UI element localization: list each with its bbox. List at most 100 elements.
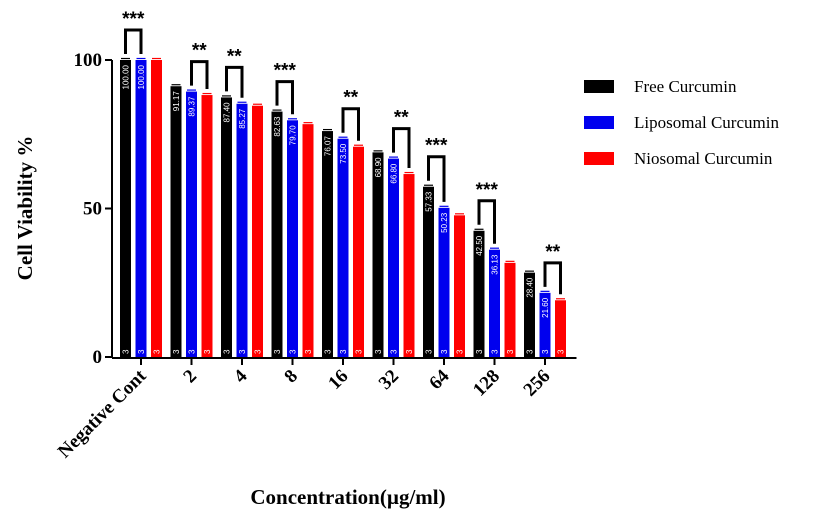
n-label: 3 xyxy=(491,349,500,354)
bar xyxy=(221,97,232,357)
n-label: 3 xyxy=(172,349,181,354)
n-label: 3 xyxy=(425,349,434,354)
significance-label: ** xyxy=(192,41,207,62)
significance-label: ** xyxy=(394,108,409,129)
n-label: 3 xyxy=(390,349,399,354)
y-tick-label: 0 xyxy=(93,347,103,368)
significance-bracket xyxy=(190,60,209,90)
bar xyxy=(170,86,182,357)
bar-value-label: 42.50 xyxy=(475,235,484,256)
n-label: 3 xyxy=(223,349,232,354)
bar xyxy=(423,186,434,357)
bar-value-label: 50.23 xyxy=(440,212,449,233)
n-label: 3 xyxy=(153,349,162,354)
x-tick-label: 2 xyxy=(179,366,201,388)
bars-layer: 100.00 3 91.17 3 87.40 3 82.63 3 76.07 3 68.90 3 57.… xyxy=(120,57,566,358)
significance-bracket xyxy=(392,127,411,169)
bar xyxy=(372,152,384,357)
n-label: 3 xyxy=(137,349,146,354)
bar xyxy=(555,300,566,357)
n-label: 3 xyxy=(526,349,535,354)
bar xyxy=(271,111,283,357)
bar xyxy=(539,292,551,357)
bar-value-label: 100.00 xyxy=(137,64,146,89)
bar xyxy=(489,249,500,357)
significance-bracket xyxy=(427,155,446,202)
bar-value-label: 68.90 xyxy=(374,157,383,178)
n-label: 3 xyxy=(475,349,484,354)
n-label: 3 xyxy=(188,349,197,354)
n-label: 3 xyxy=(405,349,414,354)
n-label: 3 xyxy=(541,349,550,354)
bar-value-label: 82.63 xyxy=(273,116,282,137)
n-label: 3 xyxy=(324,349,333,354)
bar xyxy=(403,174,415,357)
significance-bracket xyxy=(543,261,562,295)
significance-label: *** xyxy=(425,136,448,157)
bar-value-label: 100.00 xyxy=(122,64,131,89)
n-label: 3 xyxy=(203,349,212,354)
n-label: 3 xyxy=(456,349,465,354)
significance-label: ** xyxy=(227,46,242,67)
n-label: 3 xyxy=(374,349,383,354)
bar-value-label: 21.60 xyxy=(541,297,550,318)
x-tick-label: Negative Cont xyxy=(54,365,151,462)
n-label: 3 xyxy=(273,349,282,354)
bar xyxy=(454,215,465,357)
bar xyxy=(302,124,314,357)
n-label: 3 xyxy=(339,349,348,354)
x-tick-label: 256 xyxy=(520,366,555,401)
bar xyxy=(201,95,213,358)
significance-bracket xyxy=(124,28,143,54)
bar-value-label: 91.17 xyxy=(172,91,181,112)
x-tick-label: 32 xyxy=(375,366,403,394)
bar xyxy=(120,60,131,357)
n-label: 3 xyxy=(254,349,263,354)
bar xyxy=(287,120,298,357)
n-label: 3 xyxy=(440,349,449,354)
significance-label: *** xyxy=(476,180,499,201)
legend: Free Curcumin Liposomal Curcumin Niosomal … xyxy=(584,77,779,168)
significance-label: *** xyxy=(122,9,145,30)
x-tick-label: 4 xyxy=(230,365,252,387)
significance-bracket xyxy=(225,65,244,98)
legend-swatch xyxy=(584,152,614,165)
legend-label: Free Curcumin xyxy=(634,77,737,96)
bar xyxy=(388,158,399,357)
bar-value-label: 66.80 xyxy=(390,163,399,184)
y-tick-label: 100 xyxy=(74,50,103,71)
bar-value-label: 28.40 xyxy=(526,277,535,298)
x-tick-label: 64 xyxy=(425,365,454,394)
bar-value-label: 57.33 xyxy=(425,191,434,212)
x-axis-title: Concentration(µg/ml) xyxy=(250,485,445,509)
bar xyxy=(353,146,364,357)
bar-value-label: 87.40 xyxy=(223,102,232,123)
n-label: 3 xyxy=(355,349,364,354)
bar xyxy=(337,138,349,357)
n-label: 3 xyxy=(238,349,247,354)
legend-label: Niosomal Curcumin xyxy=(634,149,773,168)
bar xyxy=(151,60,162,357)
bar-value-label: 76.07 xyxy=(324,136,333,157)
bar-value-label: 89.37 xyxy=(188,96,197,117)
x-tick-label: 8 xyxy=(280,366,302,388)
x-tick-label: 16 xyxy=(324,366,352,394)
bar xyxy=(252,105,263,357)
significance-bracket xyxy=(477,199,496,244)
bar xyxy=(135,60,147,357)
x-tick-label: 128 xyxy=(469,366,504,401)
n-label: 3 xyxy=(506,349,515,354)
bar-value-label: 79.70 xyxy=(289,125,298,146)
legend-swatch xyxy=(584,116,614,129)
significance-bracket xyxy=(341,107,360,141)
bar xyxy=(524,272,535,357)
significance-label: ** xyxy=(545,242,560,263)
bar-value-label: 85.27 xyxy=(238,108,247,129)
y-tick-label: 50 xyxy=(83,199,102,220)
n-label: 3 xyxy=(122,349,131,354)
bar xyxy=(236,103,248,357)
significance-bracket xyxy=(275,80,294,115)
bar xyxy=(186,91,197,357)
bar-value-label: 73.50 xyxy=(339,143,348,164)
